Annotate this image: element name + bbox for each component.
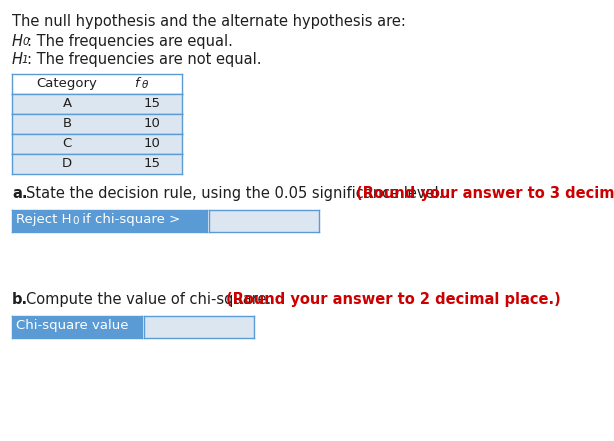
Text: Reject H: Reject H <box>16 213 71 226</box>
Text: : The frequencies are equal.: : The frequencies are equal. <box>27 34 233 49</box>
Text: C: C <box>63 137 72 150</box>
Text: Chi-square value: Chi-square value <box>16 319 128 332</box>
Text: A: A <box>63 97 72 110</box>
Text: 1: 1 <box>22 55 29 65</box>
Text: 10: 10 <box>144 117 160 130</box>
Text: θ: θ <box>142 80 149 90</box>
Text: D: D <box>62 157 72 170</box>
Text: 15: 15 <box>144 157 160 170</box>
Text: State the decision rule, using the 0.05 significance level.: State the decision rule, using the 0.05 … <box>26 186 448 201</box>
Text: 0: 0 <box>72 216 79 226</box>
Text: H: H <box>12 34 23 49</box>
Text: 15: 15 <box>144 97 160 110</box>
Text: Compute the value of chi-square.: Compute the value of chi-square. <box>26 292 276 307</box>
Text: (Round your answer to 3 decimal places.): (Round your answer to 3 decimal places.) <box>356 186 614 201</box>
Text: Category: Category <box>37 77 98 90</box>
Text: The null hypothesis and the alternate hypothesis are:: The null hypothesis and the alternate hy… <box>12 14 406 29</box>
Text: B: B <box>63 117 72 130</box>
Text: f: f <box>134 77 139 90</box>
Text: (Round your answer to 2 decimal place.): (Round your answer to 2 decimal place.) <box>226 292 561 307</box>
Text: 10: 10 <box>144 137 160 150</box>
Text: : The frequencies are not equal.: : The frequencies are not equal. <box>27 52 262 67</box>
Text: b.: b. <box>12 292 28 307</box>
Text: a.: a. <box>12 186 28 201</box>
Text: 0: 0 <box>22 37 29 47</box>
Text: H: H <box>12 52 23 67</box>
Text: if chi-square >: if chi-square > <box>78 213 181 226</box>
